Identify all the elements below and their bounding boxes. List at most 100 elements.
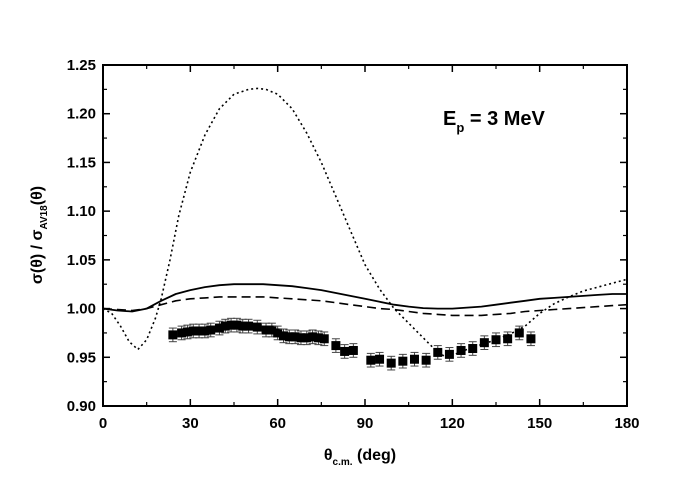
data-marker xyxy=(308,332,318,342)
data-point xyxy=(491,332,501,348)
data-point xyxy=(444,347,454,362)
data-point xyxy=(177,325,187,341)
data-marker xyxy=(514,328,524,338)
y-tick-label: 1.20 xyxy=(67,106,96,123)
data-marker xyxy=(313,333,323,343)
data-marker xyxy=(273,328,283,338)
data-point xyxy=(206,322,216,338)
data-marker xyxy=(302,333,312,343)
data-point xyxy=(468,341,478,356)
data-marker xyxy=(348,345,358,355)
x-tick-label: 60 xyxy=(269,415,286,432)
data-marker xyxy=(232,320,242,330)
data-marker xyxy=(444,349,454,359)
series-solid-line xyxy=(102,283,627,313)
series-dotted-line xyxy=(102,87,628,359)
data-marker xyxy=(409,354,419,364)
y-tick-label: 1.00 xyxy=(67,301,96,318)
data-marker xyxy=(182,327,192,337)
data-point xyxy=(200,323,210,339)
data-marker xyxy=(290,332,300,342)
data-marker xyxy=(468,344,478,354)
x-tick-label: 90 xyxy=(357,415,374,432)
data-point xyxy=(340,344,350,359)
data-marker xyxy=(386,358,396,368)
y-axis-title: σ(θ) / σAV18(θ) xyxy=(29,186,50,284)
data-marker xyxy=(238,321,248,331)
data-marker xyxy=(503,334,513,344)
data-point xyxy=(278,328,288,344)
data-marker xyxy=(331,341,341,351)
y-tick-label: 1.25 xyxy=(67,57,96,74)
data-marker xyxy=(168,330,178,340)
data-point xyxy=(375,351,385,367)
data-point xyxy=(514,325,524,341)
y-tick-label: 1.05 xyxy=(67,252,96,269)
x-tick-label: 150 xyxy=(527,415,552,432)
y-tick-label: 0.90 xyxy=(67,398,96,415)
data-marker xyxy=(456,345,466,355)
data-point xyxy=(168,327,178,343)
data-point xyxy=(456,343,466,358)
plot-frame xyxy=(102,64,628,407)
x-axis: 0 30 60 90 120 150 180 xyxy=(99,65,640,432)
data-point xyxy=(214,320,224,336)
data-marker xyxy=(220,321,230,331)
data-marker xyxy=(194,326,204,336)
data-point xyxy=(366,352,376,368)
data-marker xyxy=(491,335,501,345)
data-marker xyxy=(188,326,198,336)
data-point xyxy=(409,351,419,367)
data-point xyxy=(290,329,300,345)
data-marker xyxy=(226,320,236,330)
data-marker xyxy=(421,355,431,365)
data-marker xyxy=(284,332,294,342)
x-axis-title: θc.m. (deg) xyxy=(324,447,396,468)
data-marker xyxy=(200,326,210,336)
data-point xyxy=(220,318,230,334)
data-point xyxy=(302,330,312,346)
data-point xyxy=(331,338,341,353)
y-tick-label: 1.10 xyxy=(67,203,96,220)
y-tick-label: 0.95 xyxy=(67,349,96,366)
data-marker xyxy=(433,347,443,357)
data-point xyxy=(308,329,318,345)
data-point xyxy=(526,331,536,347)
data-marker xyxy=(479,338,489,348)
data-point xyxy=(503,331,513,347)
data-marker xyxy=(278,331,288,341)
data-marker xyxy=(252,322,262,332)
annotation-label: Ep = 3 MeV xyxy=(443,108,546,135)
data-marker xyxy=(296,333,306,343)
data-marker xyxy=(214,323,224,333)
data-point xyxy=(398,353,408,369)
data-point xyxy=(232,317,242,333)
data-marker xyxy=(267,325,277,335)
data-point xyxy=(319,331,329,347)
data-point xyxy=(348,343,358,358)
data-point xyxy=(313,330,323,346)
data-point xyxy=(386,355,396,371)
data-marker xyxy=(375,354,385,364)
series-dashed-line xyxy=(102,296,628,317)
x-tick-label: 0 xyxy=(99,415,107,432)
data-point xyxy=(421,352,431,368)
x-tick-label: 180 xyxy=(614,415,639,432)
x-tick-label: 30 xyxy=(182,415,199,432)
y-tick-label: 1.15 xyxy=(67,154,96,171)
data-marker xyxy=(177,328,187,338)
data-marker xyxy=(366,355,376,365)
data-point xyxy=(433,345,443,360)
data-marker xyxy=(526,334,536,344)
data-marker xyxy=(206,325,216,335)
x-tick-label: 120 xyxy=(440,415,465,432)
data-marker xyxy=(261,325,271,335)
plot-area xyxy=(102,87,628,359)
data-point xyxy=(182,324,192,340)
data-points xyxy=(168,317,536,371)
data-marker xyxy=(244,321,254,331)
data-point xyxy=(252,319,262,335)
data-point xyxy=(479,335,489,350)
data-marker xyxy=(340,346,350,356)
